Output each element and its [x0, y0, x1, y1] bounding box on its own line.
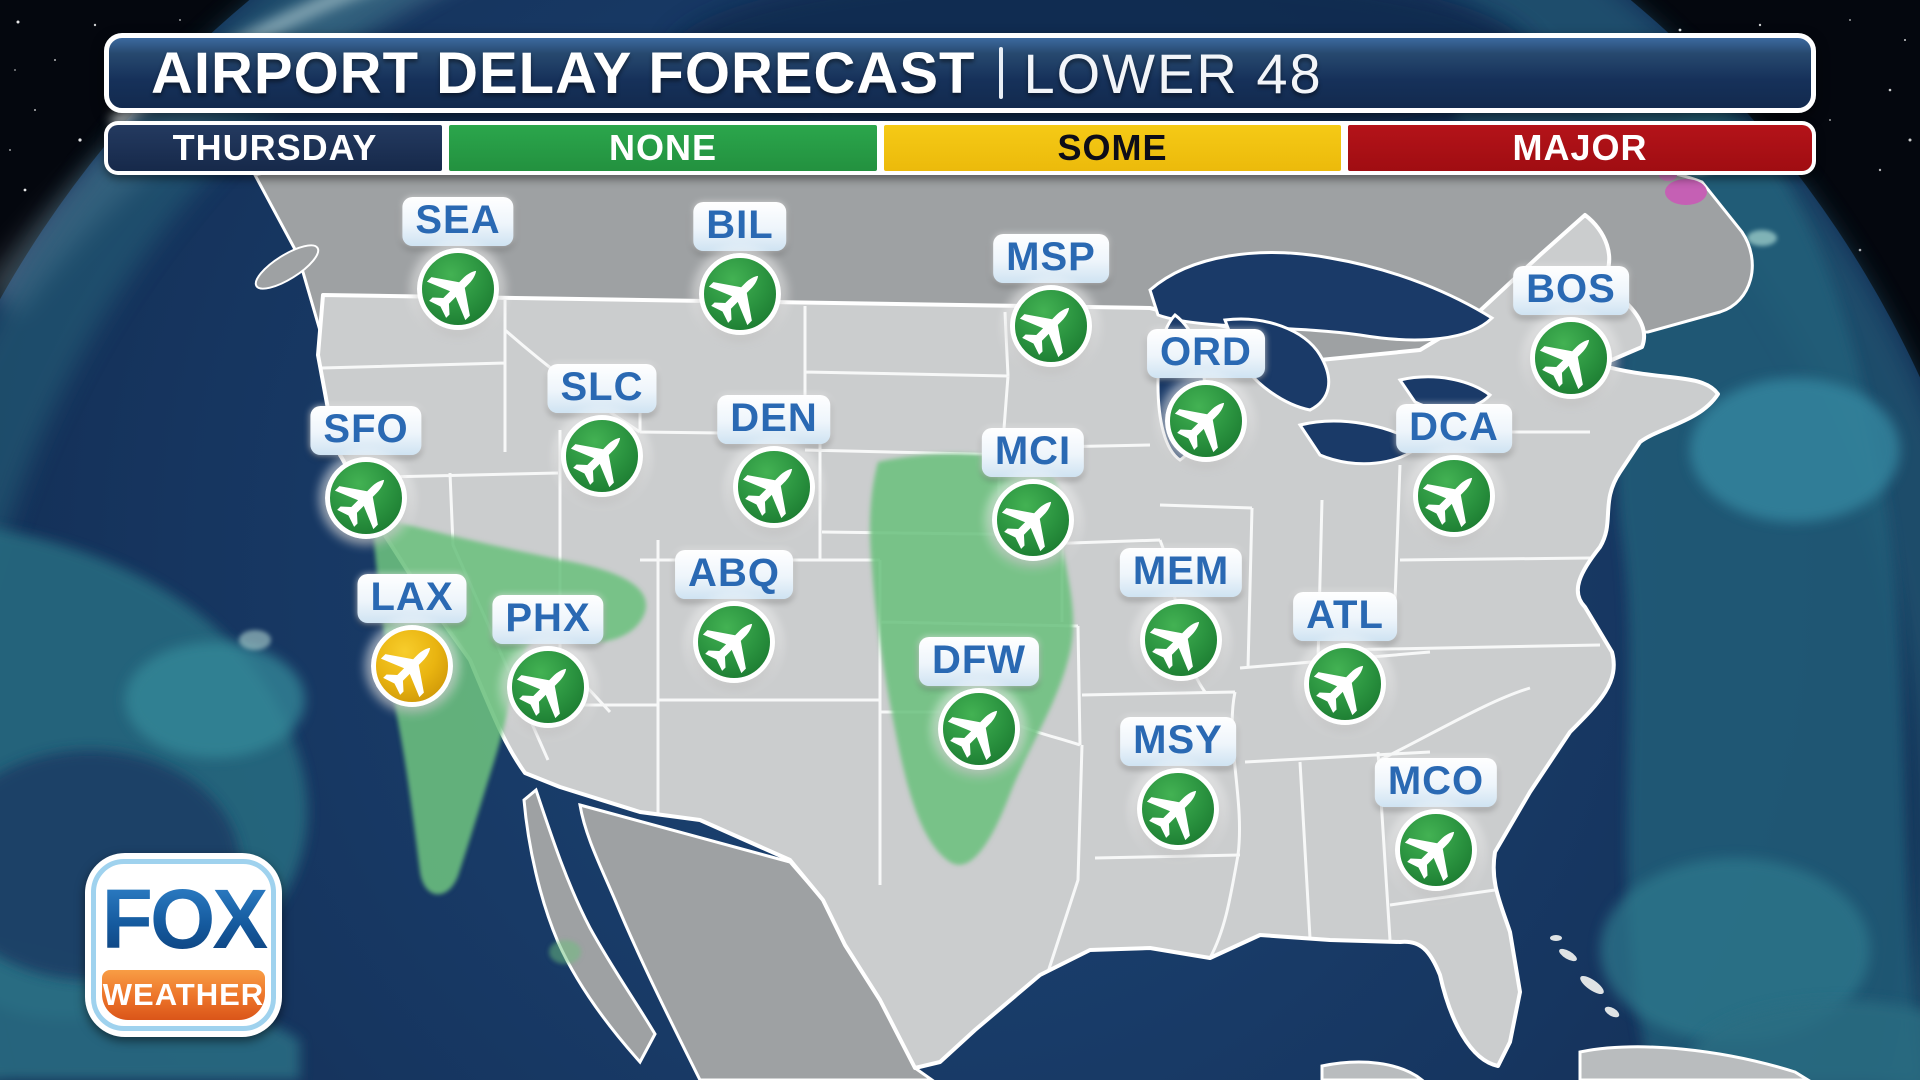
- airport-marker-ord: ORD: [1147, 329, 1265, 462]
- page-title: AIRPORT DELAY FORECAST: [151, 40, 976, 106]
- airport-marker-dca: DCA: [1396, 404, 1512, 537]
- airport-marker-mci: MCI: [981, 428, 1085, 561]
- airplane-icon: [938, 688, 1020, 770]
- airport-marker-bos: BOS: [1513, 266, 1629, 399]
- airplane-icon: [1395, 809, 1477, 891]
- airport-marker-msy: MSY: [1120, 717, 1236, 850]
- airport-marker-lax: LAX: [357, 574, 467, 707]
- cuba: [1578, 1045, 1811, 1080]
- weather-logo-text: WEATHER: [102, 970, 265, 1020]
- mexico-landmass: [578, 802, 935, 1080]
- airplane-icon: [1137, 768, 1219, 850]
- airplane-icon: [1165, 380, 1247, 462]
- legend-bar: THURSDAY NONE SOME MAJOR: [104, 121, 1816, 175]
- airport-marker-atl: ATL: [1293, 592, 1397, 725]
- vancouver-island: [254, 244, 320, 290]
- airplane-icon: [1530, 317, 1612, 399]
- airport-code-label: SEA: [402, 197, 514, 246]
- airport-code-label: BIL: [693, 202, 787, 251]
- airport-code-label: ATL: [1293, 592, 1397, 641]
- fox-weather-logo: FOX WEATHER: [85, 853, 282, 1037]
- airplane-icon: [417, 248, 499, 330]
- airport-code-label: DEN: [717, 395, 831, 444]
- airplane-icon: [507, 646, 589, 728]
- baja-peninsula: [522, 787, 657, 1065]
- airplane-icon: [1304, 643, 1386, 725]
- airport-code-label: SFO: [310, 406, 422, 455]
- airport-code-label: DFW: [918, 637, 1040, 686]
- airport-marker-mem: MEM: [1119, 548, 1243, 681]
- airport-marker-mco: MCO: [1374, 758, 1498, 891]
- airport-code-label: PHX: [492, 595, 604, 644]
- airplane-icon: [561, 415, 643, 497]
- airport-marker-bil: BIL: [693, 202, 787, 335]
- fox-logo-text: FOX: [85, 871, 282, 968]
- airport-marker-sea: SEA: [402, 197, 514, 330]
- legend-day: THURSDAY: [108, 125, 442, 171]
- airport-code-label: MCI: [981, 428, 1085, 477]
- airport-code-label: MSP: [993, 234, 1109, 283]
- airplane-icon: [1140, 599, 1222, 681]
- airport-marker-slc: SLC: [547, 364, 657, 497]
- airplane-icon: [699, 253, 781, 335]
- legend-level-some: SOME: [884, 125, 1341, 171]
- airport-marker-phx: PHX: [492, 595, 604, 728]
- airport-code-label: ORD: [1147, 329, 1265, 378]
- airport-code-label: SLC: [547, 364, 657, 413]
- airplane-icon: [992, 479, 1074, 561]
- airport-code-label: MCO: [1374, 758, 1498, 807]
- airplane-icon: [1010, 285, 1092, 367]
- airport-code-label: ABQ: [675, 550, 793, 599]
- title-separator: [999, 47, 1004, 99]
- airport-marker-sfo: SFO: [310, 406, 422, 539]
- header-banner: AIRPORT DELAY FORECAST LOWER 48: [104, 33, 1816, 113]
- region-subtitle: LOWER 48: [1023, 41, 1323, 105]
- airplane-icon: [733, 446, 815, 528]
- airport-marker-den: DEN: [717, 395, 831, 528]
- legend-level-major: MAJOR: [1348, 125, 1812, 171]
- airport-code-label: MEM: [1119, 548, 1243, 597]
- airplane-icon: [371, 625, 453, 707]
- airplane-icon: [1413, 455, 1495, 537]
- airport-code-label: BOS: [1513, 266, 1629, 315]
- airport-code-label: DCA: [1396, 404, 1512, 453]
- airplane-icon: [325, 457, 407, 539]
- airplane-icon: [693, 601, 775, 683]
- caribbean-islands: [1320, 935, 1811, 1080]
- airport-marker-abq: ABQ: [675, 550, 793, 683]
- airport-code-label: MSY: [1120, 717, 1236, 766]
- airport-marker-dfw: DFW: [918, 637, 1040, 770]
- legend-level-none: NONE: [449, 125, 877, 171]
- airport-code-label: LAX: [357, 574, 467, 623]
- airport-marker-msp: MSP: [993, 234, 1109, 367]
